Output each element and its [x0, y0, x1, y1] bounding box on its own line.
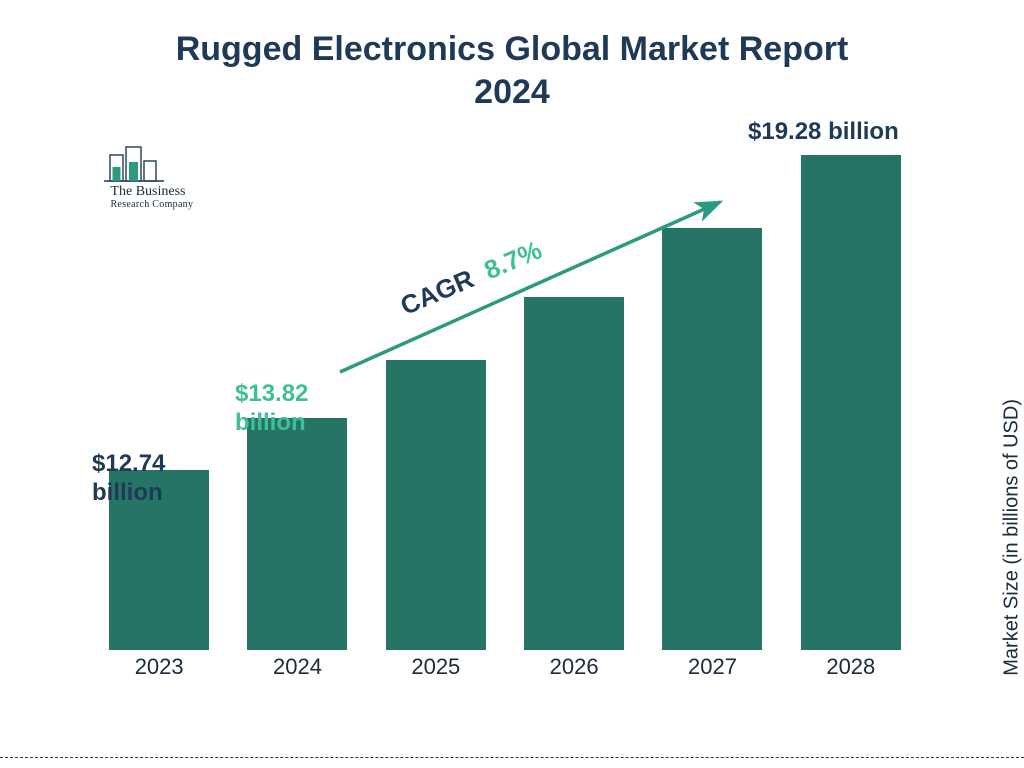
- cagr-arrow: [0, 0, 1024, 768]
- bottom-divider: [0, 757, 1024, 758]
- cagr-label: CAGR 8.7%: [402, 292, 552, 323]
- logo-text-line2: Research Company: [110, 200, 193, 211]
- logo-text-line1: The Business: [110, 185, 193, 200]
- y-axis-label: Market Size (in billions of USD): [1001, 399, 1024, 676]
